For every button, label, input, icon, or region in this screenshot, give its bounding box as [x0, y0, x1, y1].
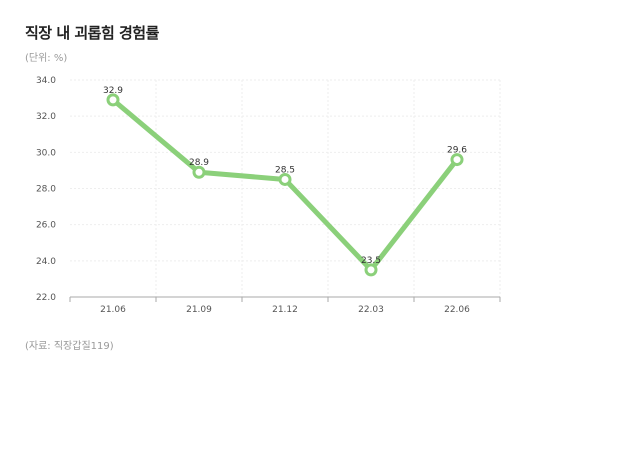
x-tick-label: 22.03	[358, 305, 384, 315]
y-tick-label: 30.0	[36, 148, 56, 158]
data-point	[192, 165, 206, 179]
y-tick-label: 34.0	[36, 76, 56, 86]
data-label: 29.6	[447, 146, 467, 156]
data-point	[364, 263, 378, 277]
data-labels: 32.9 28.9 28.5 23.5 29.6	[103, 86, 467, 266]
chart-title: 직장 내 괴롭힘 경험률	[25, 24, 159, 42]
data-point	[278, 172, 292, 186]
data-point	[450, 153, 464, 167]
data-label: 32.9	[103, 86, 123, 96]
y-tick-label: 22.0	[36, 293, 56, 303]
y-tick-label: 26.0	[36, 221, 56, 231]
grid-lines	[70, 79, 501, 297]
x-tick-label: 21.09	[186, 305, 212, 315]
data-label: 23.5	[361, 256, 381, 266]
axes: 22.0 24.0 26.0 28.0 30.0 32.0 34.0 21.06 21.09 21…	[36, 76, 501, 315]
data-label: 28.5	[275, 165, 295, 175]
unit-note: (단위: %)	[25, 53, 68, 64]
y-tick-label: 28.0	[36, 185, 56, 195]
y-tick-label: 32.0	[36, 112, 56, 122]
series-line	[106, 93, 464, 277]
x-tick-label: 22.06	[444, 305, 470, 315]
data-point	[106, 93, 120, 107]
x-tick-label: 21.12	[272, 305, 298, 315]
source-note: (자료: 직장갑질119)	[25, 341, 114, 352]
data-label: 28.9	[189, 158, 209, 168]
y-tick-label: 24.0	[36, 257, 56, 267]
x-tick-label: 21.06	[100, 305, 126, 315]
